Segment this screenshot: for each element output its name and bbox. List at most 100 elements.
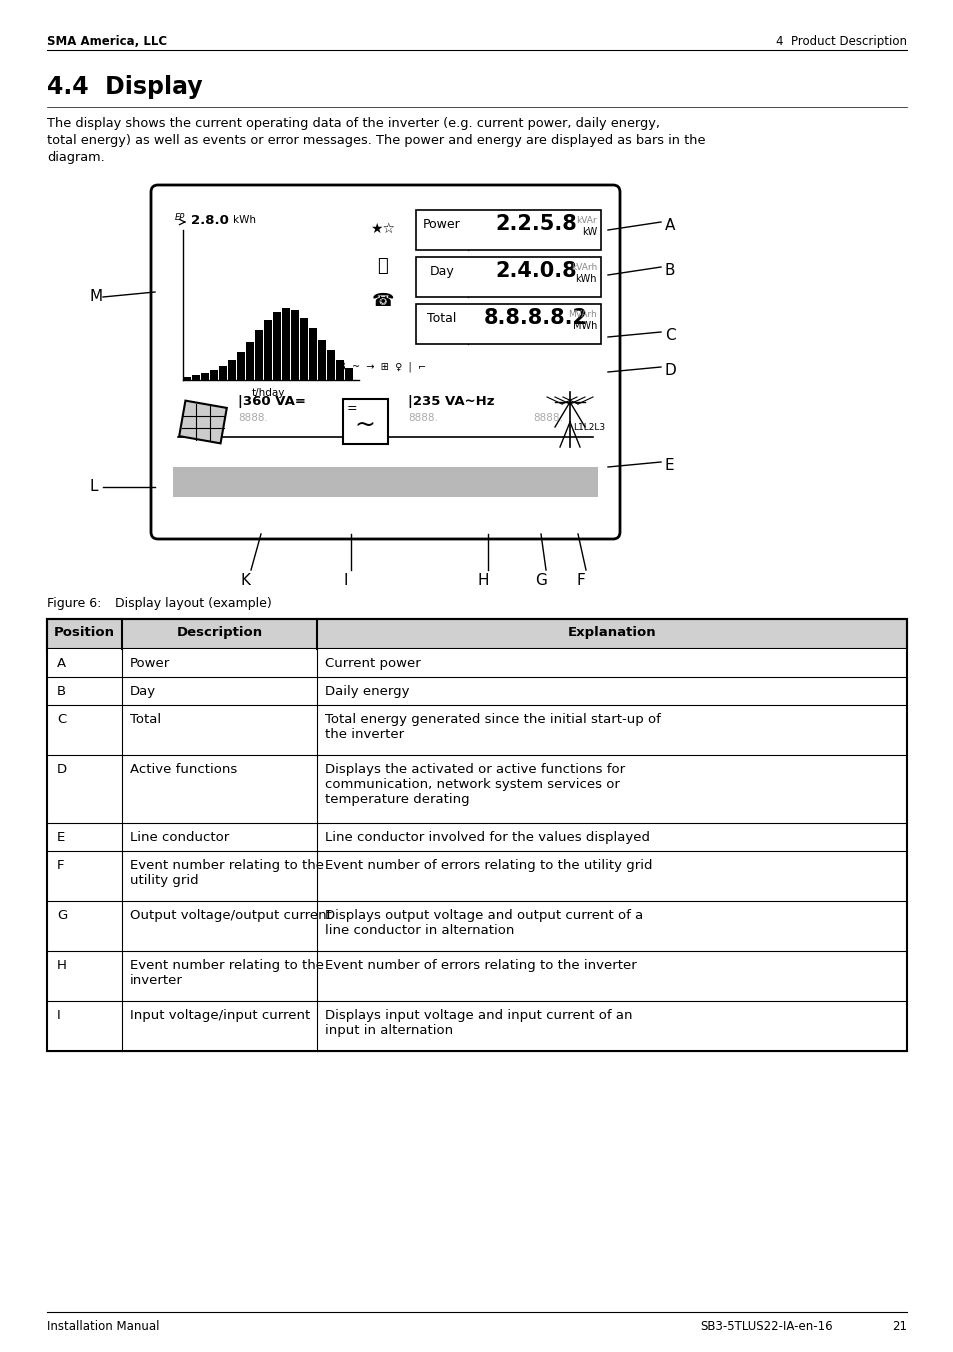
- Text: Event number of errors relating to the utility grid: Event number of errors relating to the u…: [325, 859, 652, 872]
- FancyBboxPatch shape: [151, 185, 619, 539]
- Bar: [282, 308, 290, 380]
- Text: Line conductor involved for the values displayed: Line conductor involved for the values d…: [325, 831, 649, 844]
- Text: Current power: Current power: [325, 657, 420, 671]
- Text: F: F: [57, 859, 65, 872]
- Bar: [416, 304, 600, 343]
- Bar: [183, 377, 191, 380]
- Text: C: C: [57, 713, 66, 726]
- Bar: [264, 320, 272, 380]
- Text: E: E: [57, 831, 65, 844]
- Text: Figure 6:: Figure 6:: [47, 598, 101, 610]
- Bar: [309, 329, 316, 380]
- Bar: [345, 368, 353, 380]
- Text: kW: kW: [581, 227, 597, 237]
- Text: M: M: [90, 289, 103, 304]
- Text: Total: Total: [130, 713, 161, 726]
- Bar: [335, 360, 344, 380]
- Bar: [317, 339, 326, 380]
- Text: kVAr: kVAr: [576, 216, 597, 224]
- Text: Daily energy: Daily energy: [325, 685, 409, 698]
- Text: Power: Power: [423, 218, 460, 231]
- Text: L1L2L3: L1L2L3: [573, 423, 604, 433]
- Text: kWh: kWh: [575, 274, 597, 284]
- Text: kVArh: kVArh: [570, 264, 597, 272]
- Text: 4  Product Description: 4 Product Description: [775, 35, 906, 49]
- Bar: [327, 350, 335, 380]
- Bar: [47, 619, 906, 649]
- Text: ⛯: ⛯: [377, 257, 388, 274]
- Bar: [236, 352, 245, 380]
- Text: SB3-5TLUS22-IA-en-16: SB3-5TLUS22-IA-en-16: [700, 1320, 832, 1333]
- Text: K: K: [241, 573, 251, 588]
- Text: D: D: [664, 362, 676, 379]
- Bar: [416, 210, 600, 250]
- Text: SMA America, LLC: SMA America, LLC: [47, 35, 167, 49]
- Text: E: E: [664, 458, 674, 473]
- Text: I: I: [343, 573, 348, 588]
- Text: G: G: [57, 909, 67, 922]
- Text: EP: EP: [174, 214, 185, 222]
- Text: Explanation: Explanation: [567, 626, 656, 639]
- Text: |360 VA=: |360 VA=: [237, 395, 306, 408]
- Text: 2.4.0.8: 2.4.0.8: [495, 261, 577, 281]
- Text: 21: 21: [891, 1320, 906, 1333]
- Bar: [47, 900, 906, 950]
- Text: Event number relating to the
inverter: Event number relating to the inverter: [130, 959, 324, 987]
- Text: Total energy generated since the initial start-up of
the inverter: Total energy generated since the initial…: [325, 713, 660, 741]
- Text: 8.8.8.8.2: 8.8.8.8.2: [483, 308, 587, 329]
- Text: Installation Manual: Installation Manual: [47, 1320, 159, 1333]
- Text: Position: Position: [54, 626, 115, 639]
- Text: total energy) as well as events or error messages. The power and energy are disp: total energy) as well as events or error…: [47, 134, 705, 147]
- Text: MVArh: MVArh: [568, 310, 597, 319]
- Bar: [201, 373, 209, 380]
- Text: |235 VA~Hz: |235 VA~Hz: [408, 395, 494, 408]
- Text: Day: Day: [130, 685, 156, 698]
- Text: diagram.: diagram.: [47, 151, 105, 164]
- Text: I: I: [57, 1009, 61, 1022]
- Text: t/hday: t/hday: [252, 388, 285, 397]
- Text: Display layout (example): Display layout (example): [115, 598, 272, 610]
- Text: H: H: [57, 959, 67, 972]
- Text: F: F: [576, 573, 585, 588]
- Text: 2.8.0: 2.8.0: [191, 214, 229, 227]
- Text: B: B: [57, 685, 66, 698]
- Text: Displays input voltage and input current of an
input in alternation: Displays input voltage and input current…: [325, 1009, 632, 1037]
- Text: ~: ~: [355, 412, 375, 437]
- Text: H: H: [476, 573, 488, 588]
- Text: Event number relating to the
utility grid: Event number relating to the utility gri…: [130, 859, 324, 887]
- Bar: [47, 754, 906, 823]
- Text: =: =: [347, 402, 357, 415]
- Bar: [47, 704, 906, 754]
- Bar: [291, 310, 298, 380]
- Text: Line conductor: Line conductor: [130, 831, 229, 844]
- Text: L: L: [90, 479, 98, 493]
- Bar: [299, 318, 308, 380]
- Text: Displays the activated or active functions for
communication, network system ser: Displays the activated or active functio…: [325, 763, 624, 806]
- Bar: [179, 400, 227, 443]
- Text: ★☆: ★☆: [370, 222, 395, 237]
- Bar: [47, 850, 906, 900]
- Text: 8888.: 8888.: [408, 412, 437, 423]
- Text: B  ~  →  ⊞  ♀  |  ⌐: B ~ → ⊞ ♀ | ⌐: [339, 362, 426, 373]
- Text: 4.4  Display: 4.4 Display: [47, 74, 202, 99]
- Text: B: B: [664, 264, 675, 279]
- Text: Total: Total: [427, 312, 456, 324]
- Bar: [273, 312, 281, 380]
- Bar: [47, 677, 906, 704]
- Text: ☎: ☎: [372, 292, 394, 310]
- Text: MWh: MWh: [572, 320, 597, 331]
- Text: kWh: kWh: [233, 215, 255, 224]
- Text: Input voltage/input current: Input voltage/input current: [130, 1009, 310, 1022]
- Text: The display shows the current operating data of the inverter (e.g. current power: The display shows the current operating …: [47, 118, 659, 130]
- Bar: [47, 619, 906, 1051]
- Text: Power: Power: [130, 657, 170, 671]
- Text: G: G: [535, 573, 546, 588]
- Text: Description: Description: [176, 626, 262, 639]
- Bar: [219, 366, 227, 380]
- Bar: [172, 466, 598, 498]
- Text: D: D: [57, 763, 67, 776]
- Bar: [254, 330, 263, 380]
- Text: 8888.: 8888.: [533, 412, 562, 423]
- Text: 2.2.5.8: 2.2.5.8: [495, 214, 577, 234]
- Bar: [47, 823, 906, 850]
